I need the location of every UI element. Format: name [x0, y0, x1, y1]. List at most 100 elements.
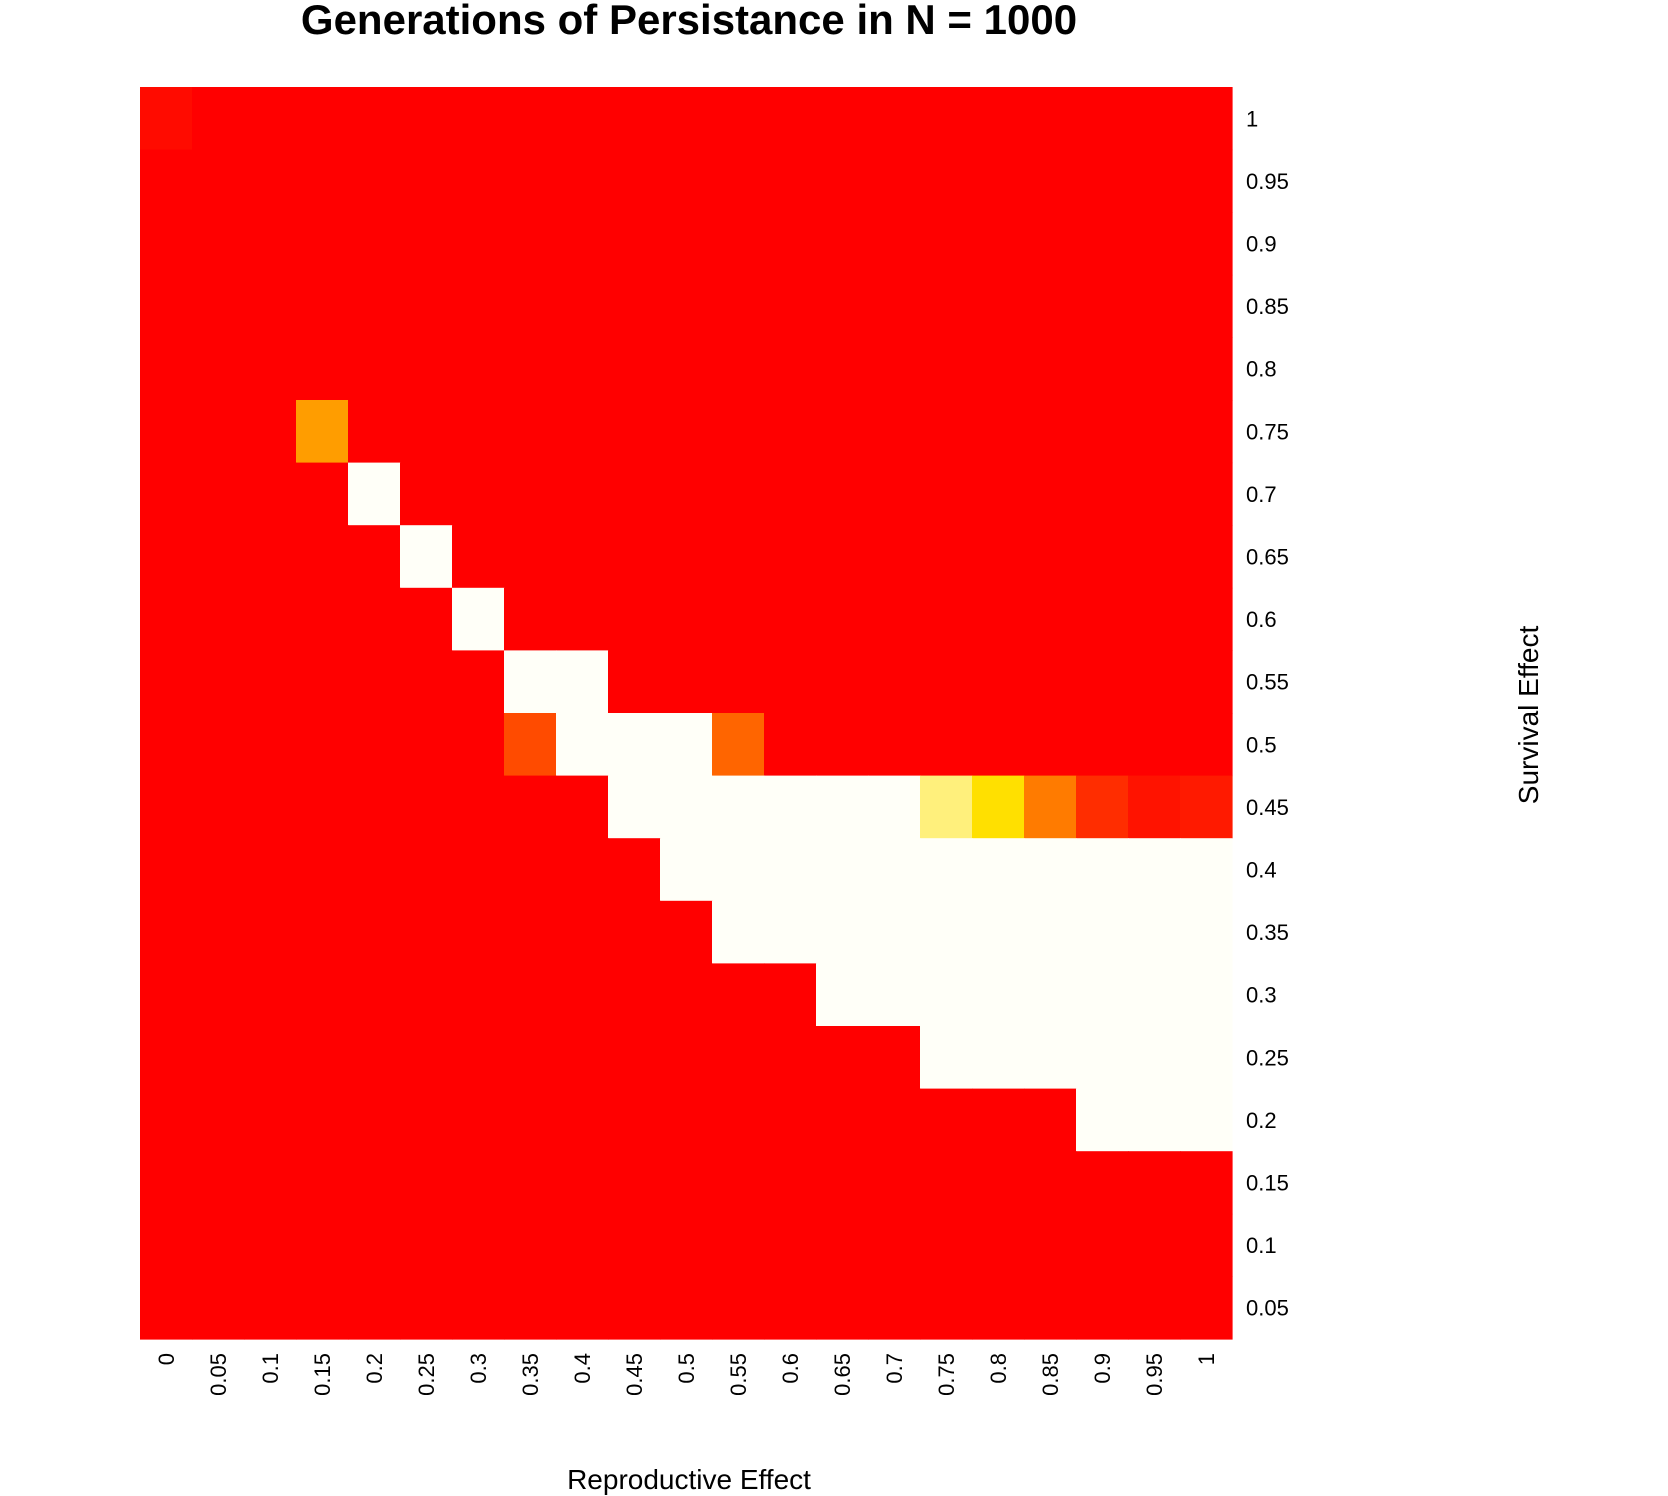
heatmap-cell: [296, 1088, 349, 1152]
heatmap-cell: [712, 713, 765, 777]
heatmap-cell: [1180, 963, 1233, 1027]
heatmap-cell: [1076, 87, 1129, 151]
heatmap-cell: [608, 400, 661, 464]
heatmap-cell: [348, 650, 401, 714]
heatmap-cell: [140, 87, 193, 151]
heatmap-cell: [972, 587, 1025, 651]
heatmap-cell: [348, 963, 401, 1027]
heatmap-cell: [452, 838, 505, 902]
heatmap-cell: [504, 274, 557, 338]
heatmap-cell: [504, 650, 557, 714]
heatmap-cell: [972, 149, 1025, 213]
heatmap-cell: [504, 1213, 557, 1277]
heatmap-cell: [348, 1276, 401, 1340]
heatmap-cell: [192, 838, 245, 902]
heatmap-cell: [296, 900, 349, 964]
heatmap-cell: [764, 149, 817, 213]
heatmap-cell: [816, 87, 869, 151]
heatmap-cell: [1024, 1151, 1077, 1215]
heatmap-cell: [608, 587, 661, 651]
heatmap-cell: [764, 462, 817, 526]
heatmap-cell: [400, 713, 453, 777]
heatmap-cell: [712, 87, 765, 151]
heatmap-cell: [140, 1213, 193, 1277]
heatmap-cell: [712, 400, 765, 464]
heatmap-cell: [452, 274, 505, 338]
heatmap-cell: [296, 1213, 349, 1277]
x-tick-label: 0.3: [466, 1353, 491, 1384]
heatmap-cell: [400, 1088, 453, 1152]
heatmap-cell: [400, 650, 453, 714]
heatmap-cell: [712, 838, 765, 902]
heatmap-cell: [452, 525, 505, 589]
chart-title: Generations of Persistance in N = 1000: [301, 0, 1077, 43]
heatmap-cell: [972, 1276, 1025, 1340]
heatmap-cell: [192, 274, 245, 338]
heatmap-cell: [868, 587, 921, 651]
heatmap-cell: [1076, 900, 1129, 964]
heatmap-cell: [920, 1026, 973, 1090]
heatmap-cell: [608, 337, 661, 401]
heatmap-cell: [1180, 525, 1233, 589]
heatmap-cell: [296, 525, 349, 589]
heatmap-cell: [712, 1151, 765, 1215]
heatmap-cell: [504, 337, 557, 401]
heatmap-cell: [764, 713, 817, 777]
heatmap-cell: [348, 713, 401, 777]
heatmap-cell: [504, 775, 557, 839]
heatmap-cell: [296, 400, 349, 464]
heatmap-cell: [1180, 149, 1233, 213]
heatmap-cell: [1076, 149, 1129, 213]
heatmap-cell: [348, 400, 401, 464]
heatmap-cell: [712, 462, 765, 526]
heatmap-cell: [556, 462, 609, 526]
heatmap-cell: [348, 337, 401, 401]
heatmap-cell: [400, 900, 453, 964]
heatmap-cell: [920, 963, 973, 1027]
heatmap-cell: [1128, 900, 1181, 964]
heatmap-cell: [1076, 650, 1129, 714]
heatmap-cell: [712, 212, 765, 276]
heatmap-cell: [660, 963, 713, 1027]
heatmap-cell: [556, 587, 609, 651]
heatmap-cell: [1180, 775, 1233, 839]
heatmap-cell: [348, 87, 401, 151]
heatmap-cell: [660, 900, 713, 964]
heatmap-cell: [400, 963, 453, 1027]
x-tick-label: 0.85: [1038, 1353, 1063, 1396]
heatmap-cell: [868, 775, 921, 839]
heatmap-cell: [452, 1151, 505, 1215]
heatmap-cell: [1128, 1276, 1181, 1340]
heatmap-cell: [972, 1151, 1025, 1215]
heatmap-cell: [192, 462, 245, 526]
heatmap-cell: [660, 713, 713, 777]
heatmap-cell: [452, 775, 505, 839]
heatmap-cell: [920, 587, 973, 651]
heatmap-cell: [660, 1026, 713, 1090]
heatmap-cell: [868, 212, 921, 276]
y-tick-label: 0.6: [1246, 607, 1277, 632]
heatmap-cell: [244, 87, 297, 151]
heatmap-cell: [192, 212, 245, 276]
y-tick-label: 0.85: [1246, 294, 1289, 319]
heatmap-cell: [816, 462, 869, 526]
heatmap-cell: [1128, 149, 1181, 213]
heatmap-cell: [816, 900, 869, 964]
heatmap-cell: [556, 1026, 609, 1090]
heatmap-cell: [140, 650, 193, 714]
heatmap-cell: [504, 1276, 557, 1340]
heatmap-cell: [348, 149, 401, 213]
heatmap-cell: [608, 713, 661, 777]
heatmap-cell: [920, 1213, 973, 1277]
heatmap-cell: [660, 1276, 713, 1340]
heatmap-cell: [868, 87, 921, 151]
heatmap-cell: [504, 462, 557, 526]
heatmap-cell: [1180, 650, 1233, 714]
heatmap-cell: [920, 87, 973, 151]
heatmap-cell: [244, 212, 297, 276]
heatmap-cell: [920, 900, 973, 964]
heatmap-cell: [816, 963, 869, 1027]
heatmap-cell: [816, 337, 869, 401]
heatmap-cell: [452, 212, 505, 276]
heatmap-cell: [556, 775, 609, 839]
